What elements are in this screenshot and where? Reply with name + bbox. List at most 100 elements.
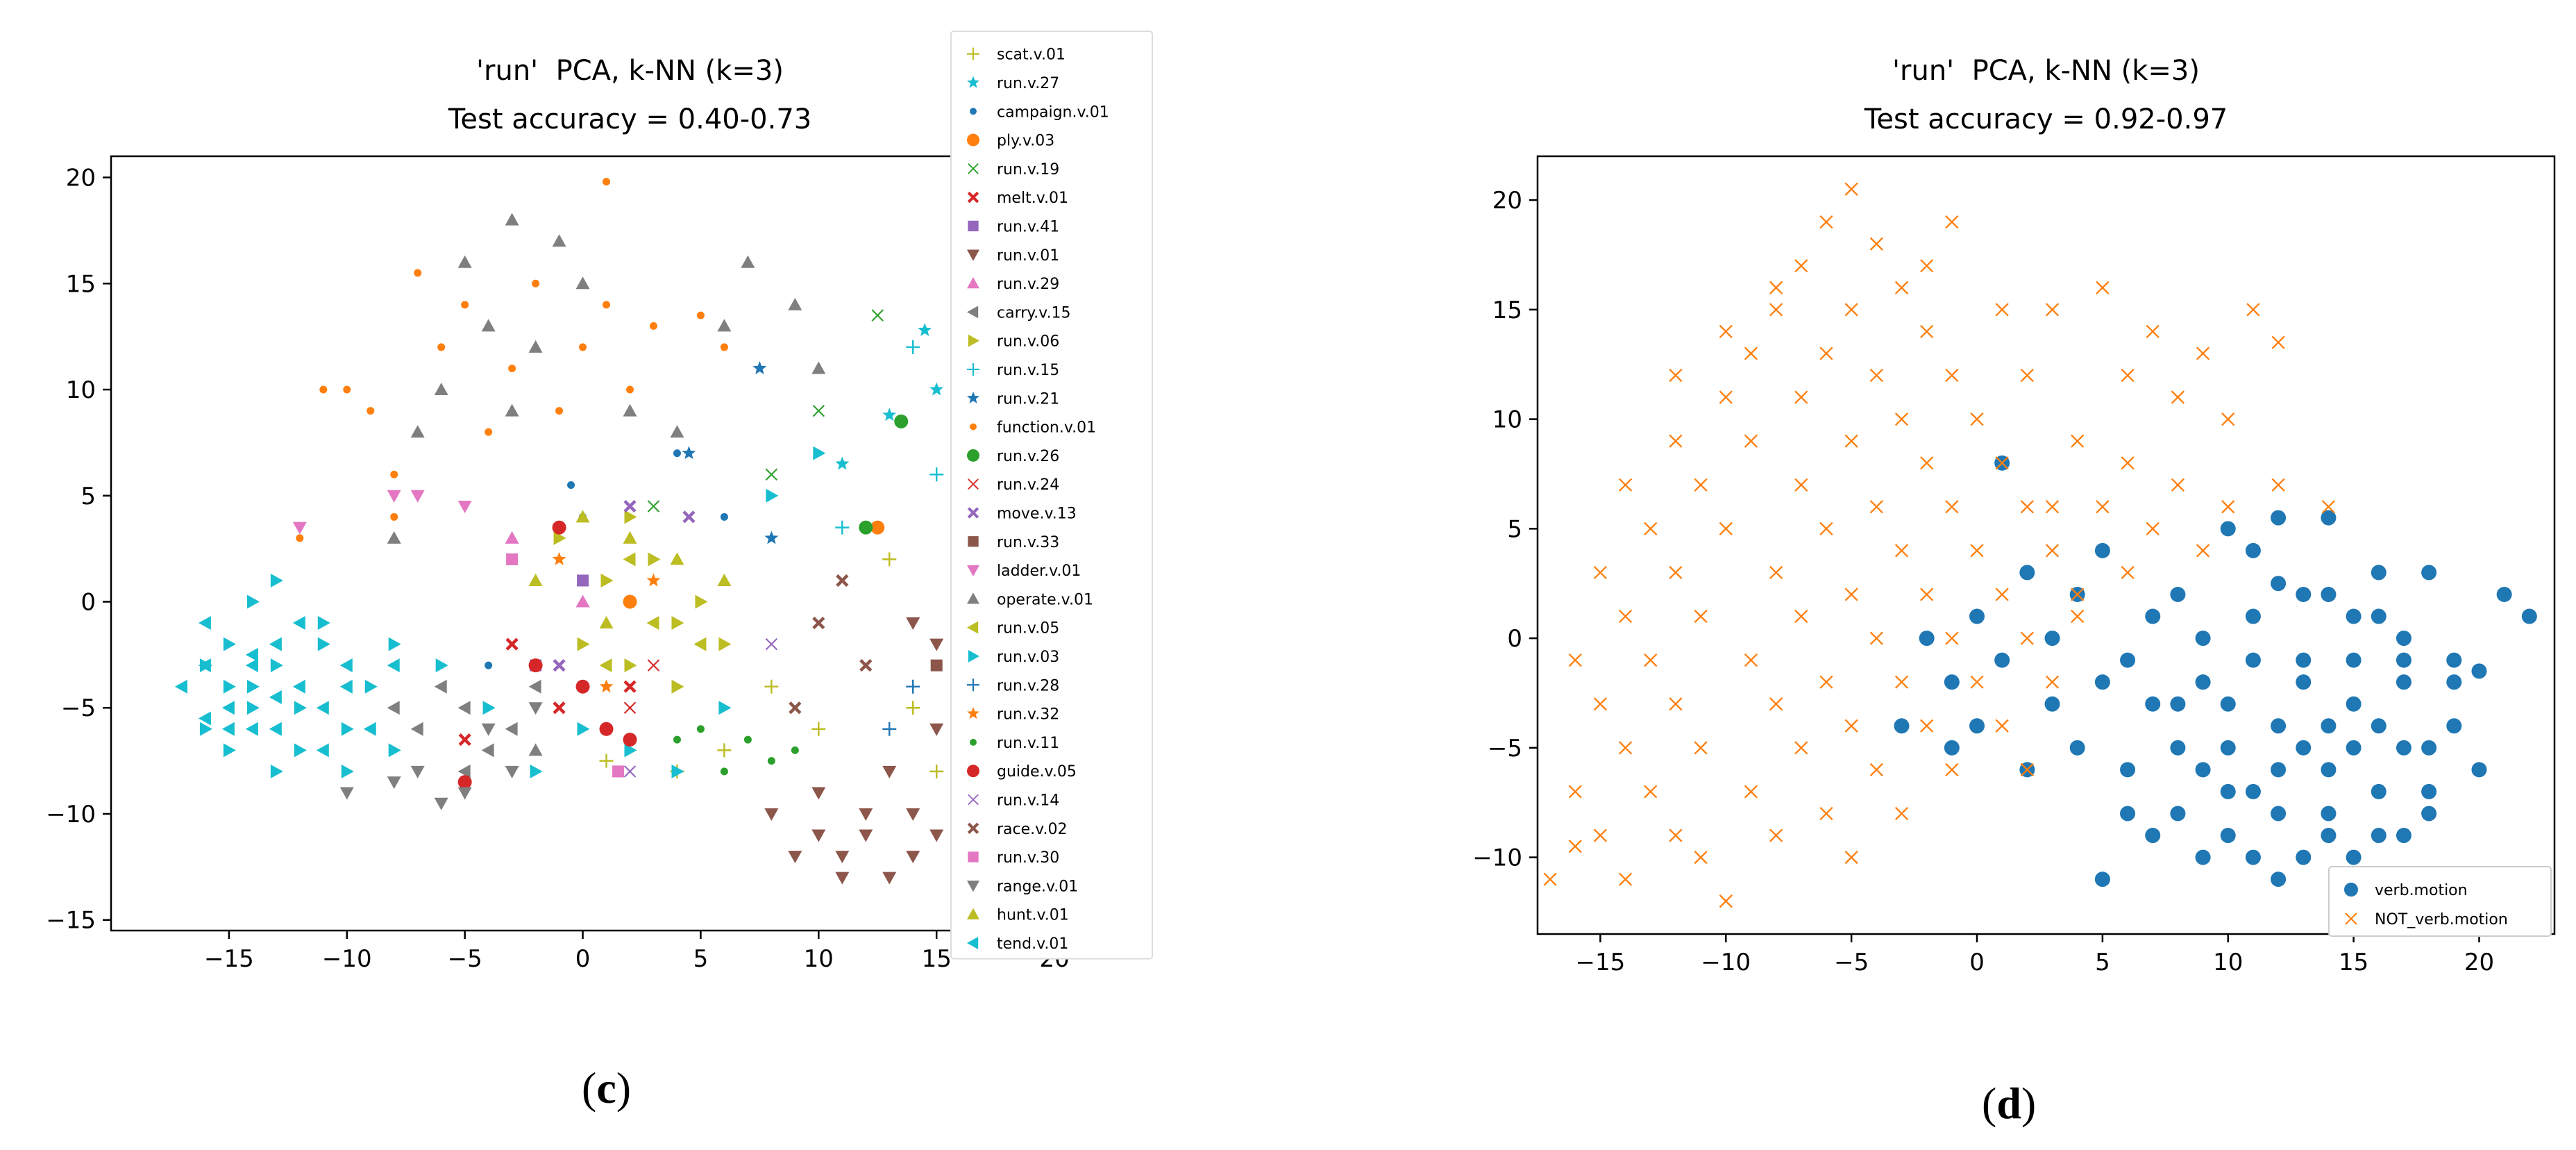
- data-point: [317, 637, 330, 651]
- data-point: [2245, 783, 2261, 799]
- legend-marker: [967, 76, 979, 88]
- legend-label: run.v.15: [997, 362, 1059, 379]
- data-point: [1593, 697, 1608, 711]
- data-point: [682, 446, 696, 460]
- data-point: [811, 829, 826, 842]
- data-point: [1894, 281, 1909, 294]
- data-point: [2271, 718, 2287, 734]
- legend-marker: [967, 822, 979, 834]
- panel-label-d-text: d: [1996, 1078, 2021, 1128]
- data-point: [1869, 500, 1883, 514]
- legend-label: verb.motion: [2375, 882, 2468, 899]
- data-point: [789, 701, 802, 715]
- data-point: [811, 361, 826, 374]
- data-point: [720, 512, 728, 521]
- data-point: [1744, 347, 1758, 360]
- data-point: [764, 679, 779, 694]
- data-point: [811, 722, 826, 736]
- data-point: [764, 808, 779, 821]
- data-point: [623, 701, 637, 714]
- data-point: [245, 722, 258, 736]
- data-point: [2220, 696, 2236, 712]
- chart-panel-c: 'run' PCA, k-NN (k=3) Test accuracy = 0.4…: [46, 31, 1153, 973]
- x-tick-label: 15: [2339, 949, 2368, 976]
- legend-label: melt.v.01: [997, 190, 1068, 207]
- data-point: [1819, 215, 1833, 229]
- data-point: [1694, 609, 1708, 624]
- data-point: [341, 722, 354, 736]
- legend-label: run.v.03: [997, 649, 1059, 666]
- data-point: [1719, 522, 1733, 535]
- legend-marker: [967, 565, 979, 577]
- data-point: [2245, 608, 2261, 624]
- data-point: [2245, 652, 2261, 668]
- x-tick-label: 15: [922, 945, 952, 973]
- data-point: [765, 468, 778, 481]
- data-point: [2020, 500, 2034, 514]
- data-point: [505, 765, 519, 778]
- data-point: [1995, 719, 2009, 733]
- x-tick-label: −5: [448, 945, 482, 973]
- data-point: [1669, 697, 1683, 711]
- data-point: [2396, 652, 2411, 668]
- legend-label: run.v.01: [997, 247, 1059, 265]
- data-point: [2145, 608, 2161, 624]
- data-point: [623, 733, 637, 747]
- data-point: [390, 470, 398, 478]
- data-point: [1944, 674, 1960, 690]
- data-point: [623, 531, 637, 544]
- y-tick-label: 20: [66, 165, 96, 192]
- data-point: [1794, 609, 1808, 624]
- data-point: [2145, 696, 2161, 712]
- legend-marker: [967, 306, 979, 319]
- data-point: [623, 552, 636, 567]
- x-tick-label: 10: [2213, 949, 2243, 976]
- data-point: [743, 735, 752, 744]
- data-point: [292, 522, 307, 535]
- data-point: [2195, 674, 2211, 690]
- data-point: [1669, 434, 1683, 448]
- data-point: [1844, 719, 1858, 733]
- y-tick-label: −5: [1488, 735, 1522, 762]
- data-point: [1819, 675, 1833, 689]
- y-tick-label: 15: [66, 270, 96, 298]
- data-point: [2496, 586, 2512, 602]
- data-point: [485, 661, 493, 669]
- data-point: [623, 765, 637, 778]
- legend-marker: [967, 678, 979, 692]
- data-point: [1794, 259, 1808, 273]
- data-point: [388, 743, 401, 758]
- data-point: [198, 658, 211, 673]
- legend-marker: [967, 592, 979, 604]
- data-point: [1844, 850, 1858, 865]
- data-point: [2271, 335, 2285, 349]
- legend-marker: [967, 191, 979, 203]
- data-point: [2020, 631, 2034, 645]
- data-point: [682, 510, 696, 524]
- data-point: [2521, 608, 2537, 624]
- y-tick-label: −10: [46, 801, 96, 828]
- chart-title-line1: 'run' PCA, k-NN (k=3): [476, 55, 784, 87]
- data-point: [1995, 456, 2009, 470]
- data-point: [906, 340, 920, 354]
- legend-label: run.v.28: [997, 677, 1059, 694]
- data-point: [1869, 762, 1883, 776]
- data-point: [1945, 631, 1959, 645]
- data-point: [221, 701, 235, 715]
- x-tick-label: 0: [1969, 949, 1985, 976]
- data-point: [1819, 347, 1833, 360]
- data-point: [2321, 762, 2337, 778]
- data-point: [457, 501, 472, 514]
- data-point: [648, 552, 661, 567]
- data-point: [1819, 806, 1833, 821]
- data-point: [2094, 674, 2110, 690]
- data-point: [765, 638, 778, 651]
- data-point: [2296, 674, 2312, 690]
- data-point: [221, 722, 235, 736]
- data-point: [2396, 674, 2411, 690]
- data-point: [906, 679, 920, 694]
- data-point: [1669, 828, 1683, 842]
- data-point: [2146, 522, 2160, 535]
- data-point: [882, 765, 897, 778]
- data-point: [835, 456, 850, 470]
